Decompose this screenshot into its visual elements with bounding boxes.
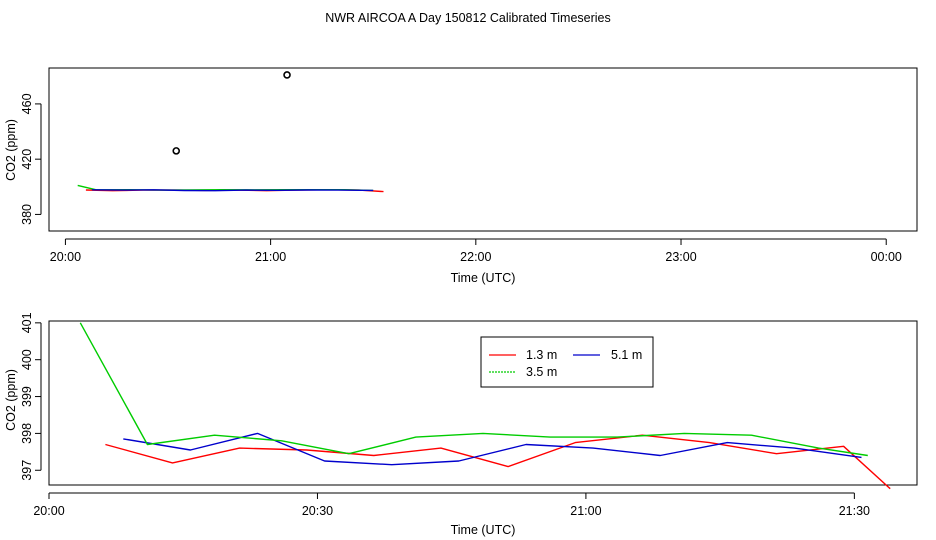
series-line-3-5-m xyxy=(79,322,868,457)
x-tick-label-21-30: 21:30 xyxy=(839,504,870,518)
x-tick-label-22-00: 22:00 xyxy=(460,250,491,264)
x-tick-label-20-00: 20:00 xyxy=(50,250,81,264)
bottom-y-axis-label: CO2 (ppm) xyxy=(4,369,18,431)
x-tick-label-21-00: 21:00 xyxy=(255,250,286,264)
x-tick-label-20-30: 20:30 xyxy=(302,504,333,518)
legend-label-5-1m: 5.1 m xyxy=(611,348,642,362)
legend: 1.3 m 5.1 m 3.5 m xyxy=(480,336,654,388)
legend-label-3-5m: 3.5 m xyxy=(526,365,557,379)
bottom-plot-frame xyxy=(48,320,918,486)
top-panel: 20:00 21:00 22:00 23:00 00:00 380 420 460 Time… xyxy=(4,67,918,285)
top-plot-frame xyxy=(48,67,918,232)
bottom-x-axis-label: Time (UTC) xyxy=(451,523,516,537)
y-tick-label-399: 399 xyxy=(20,386,34,407)
data-point-series-3-0 xyxy=(172,147,181,155)
legend-label-1-3m: 1.3 m xyxy=(526,348,557,362)
bottom-plot-series xyxy=(79,322,891,490)
top-x-axis: 20:00 21:00 22:00 23:00 00:00 xyxy=(50,238,902,264)
bottom-x-axis: 20:00 20:30 21:00 21:30 xyxy=(33,492,870,518)
y-tick-label-398: 398 xyxy=(20,423,34,444)
x-tick-label-23-00: 23:00 xyxy=(665,250,696,264)
x-tick-label-00-00: 00:00 xyxy=(871,250,902,264)
top-x-axis-label: Time (UTC) xyxy=(451,271,516,285)
x-tick-label-20-00: 20:00 xyxy=(33,504,64,518)
y-tick-label-420: 420 xyxy=(20,149,34,170)
top-plot-series xyxy=(77,71,384,193)
top-y-axis-label: CO2 (ppm) xyxy=(4,119,18,181)
top-y-axis: 380 420 460 xyxy=(20,93,42,225)
legend-box xyxy=(480,336,654,388)
bottom-panel: 20:00 20:30 21:00 21:30 397 398 399 400 401 1.3… xyxy=(4,312,918,537)
data-point-series-3-1 xyxy=(283,71,291,79)
series-line-5-1-m xyxy=(123,432,862,466)
series-line-series-2 xyxy=(92,189,374,192)
y-tick-label-400: 400 xyxy=(20,349,34,370)
series-line-1-3-m xyxy=(105,434,891,490)
bottom-y-axis: 397 398 399 400 401 xyxy=(20,312,42,481)
y-tick-label-397: 397 xyxy=(20,460,34,481)
y-tick-label-380: 380 xyxy=(20,204,34,225)
y-tick-label-460: 460 xyxy=(20,93,34,114)
y-tick-label-401: 401 xyxy=(20,312,34,333)
chart-title: NWR AIRCOA A Day 150812 Calibrated Times… xyxy=(325,11,611,25)
x-tick-label-21-00: 21:00 xyxy=(570,504,601,518)
